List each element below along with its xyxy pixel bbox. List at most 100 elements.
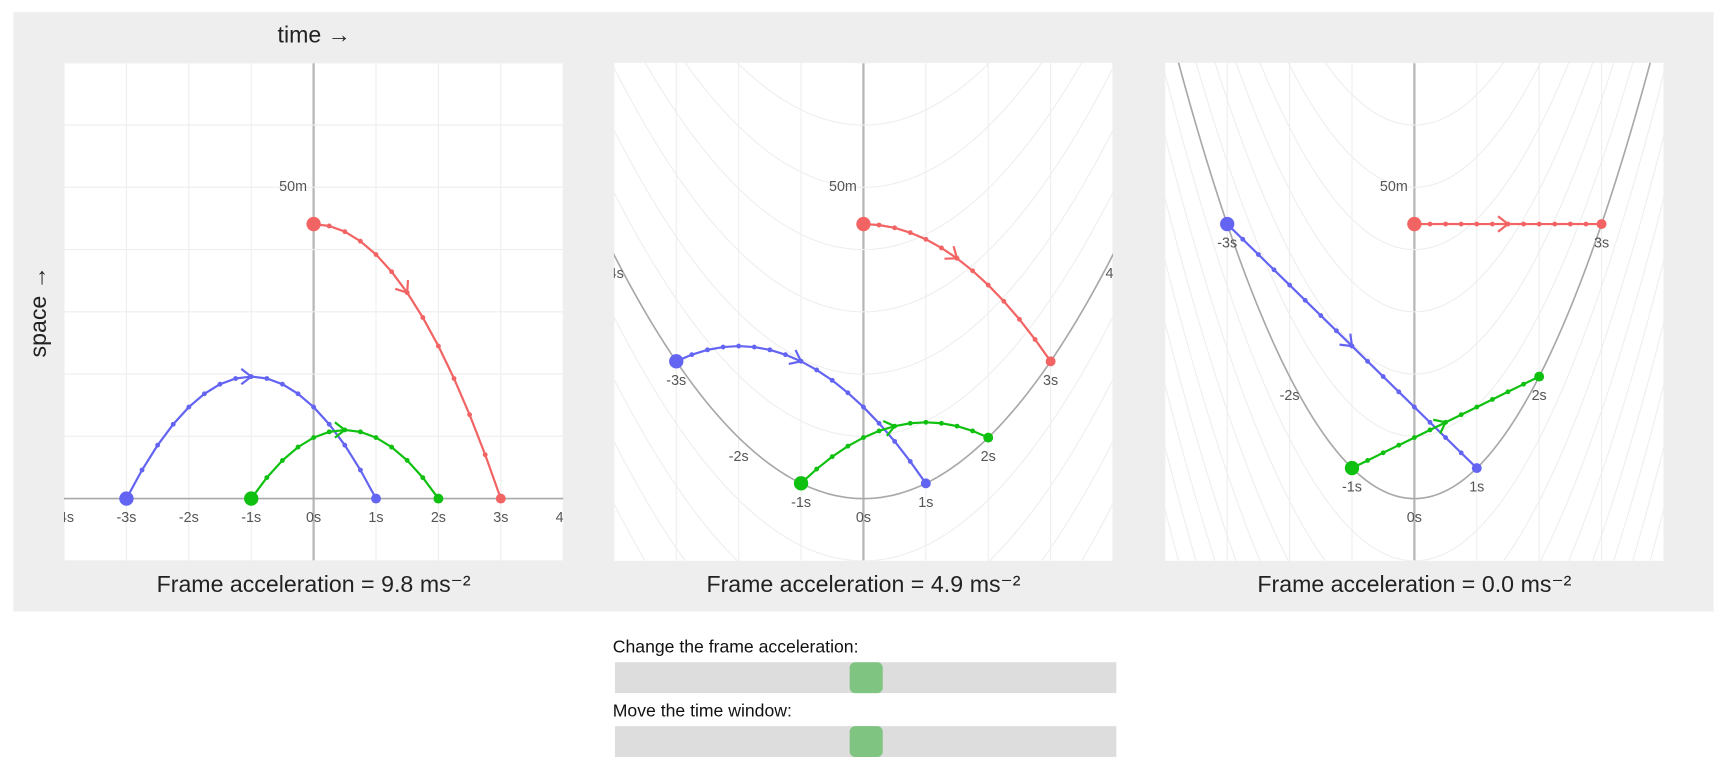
sample-point bbox=[845, 390, 851, 396]
caption-text: Frame acceleration = bbox=[706, 571, 924, 597]
sample-point bbox=[751, 344, 757, 350]
grid-line bbox=[1287, 62, 1542, 188]
sample-point bbox=[798, 358, 804, 364]
grid-line bbox=[736, 62, 991, 126]
end-point bbox=[371, 493, 381, 504]
slider-thumb[interactable] bbox=[849, 726, 883, 757]
sample-point bbox=[939, 420, 944, 426]
start-point bbox=[244, 491, 259, 506]
x-tick-label: -3s bbox=[666, 373, 686, 389]
sample-point bbox=[1489, 221, 1495, 227]
caption-unit: ms⁻² bbox=[420, 571, 471, 597]
sample-point bbox=[1427, 427, 1433, 433]
sample-point bbox=[311, 435, 317, 441]
sample-point bbox=[1333, 328, 1339, 334]
sample-point bbox=[861, 404, 866, 410]
grid-line bbox=[1164, 257, 1664, 561]
start-point bbox=[1344, 460, 1360, 476]
sample-point bbox=[279, 458, 285, 463]
x-tick-label: 1s bbox=[1469, 480, 1484, 496]
sample-point bbox=[1474, 404, 1480, 410]
y-tick-label: 50m bbox=[279, 179, 307, 195]
x-tick-label: -2s bbox=[179, 510, 199, 526]
sample-point bbox=[435, 343, 441, 349]
grid-line bbox=[1164, 132, 1664, 561]
slider-thumb[interactable] bbox=[849, 662, 883, 694]
sample-point bbox=[845, 443, 851, 449]
sample-point bbox=[985, 282, 991, 288]
sample-point bbox=[736, 343, 742, 349]
sample-point bbox=[482, 452, 488, 458]
sample-point bbox=[892, 225, 898, 231]
sample-point bbox=[155, 442, 161, 448]
sample-point bbox=[907, 230, 913, 236]
sample-point bbox=[876, 222, 882, 228]
sample-point bbox=[1505, 389, 1511, 395]
sample-point bbox=[923, 419, 929, 425]
sample-point bbox=[1458, 412, 1464, 418]
sample-point bbox=[404, 290, 410, 296]
sample-point bbox=[1552, 221, 1558, 227]
sample-point bbox=[233, 376, 239, 381]
sample-point bbox=[170, 421, 176, 427]
sample-point bbox=[1443, 435, 1449, 440]
x-tick-label: -1s bbox=[791, 495, 811, 511]
sample-point bbox=[939, 245, 944, 251]
sample-point bbox=[420, 475, 426, 481]
sample-point bbox=[783, 352, 788, 358]
x-tick-label: 1s bbox=[368, 510, 383, 526]
sample-point bbox=[357, 467, 363, 473]
sample-point bbox=[1458, 221, 1464, 227]
end-point bbox=[1471, 463, 1482, 474]
sample-point bbox=[1443, 221, 1449, 227]
sample-point bbox=[1505, 221, 1511, 227]
sample-point bbox=[202, 391, 207, 397]
sample-point bbox=[264, 376, 270, 381]
x-tick-label: -4s bbox=[54, 510, 74, 526]
sample-point bbox=[1318, 313, 1324, 318]
sample-point bbox=[876, 428, 882, 434]
sample-point bbox=[389, 269, 395, 275]
sample-point bbox=[954, 423, 960, 429]
x-tick-label: -1s bbox=[1342, 480, 1362, 496]
sample-point bbox=[342, 427, 348, 433]
sample-point bbox=[705, 347, 710, 353]
time-axis-label: time → bbox=[278, 21, 351, 47]
sample-point bbox=[954, 255, 960, 261]
sample-point bbox=[264, 475, 270, 481]
x-tick-label: 3s bbox=[1594, 236, 1609, 252]
space-axis-label: space → bbox=[25, 266, 51, 357]
sample-point bbox=[139, 467, 145, 473]
sample-point bbox=[1302, 297, 1308, 303]
sample-point bbox=[326, 421, 332, 427]
start-point bbox=[119, 491, 134, 506]
sample-point bbox=[1287, 282, 1293, 288]
caption-text: Frame acceleration = bbox=[1257, 571, 1475, 597]
sample-point bbox=[1255, 252, 1261, 257]
end-point bbox=[1045, 356, 1056, 367]
end-point bbox=[495, 493, 506, 504]
x-tick-label: -1s bbox=[241, 510, 261, 526]
sample-point bbox=[907, 459, 913, 464]
grid-line bbox=[1235, 62, 1594, 313]
sample-point bbox=[357, 429, 363, 435]
sample-point bbox=[892, 438, 898, 444]
x-tick-label: 4s bbox=[556, 510, 571, 526]
sample-point bbox=[420, 315, 426, 320]
x-tick-label: -3s bbox=[116, 510, 136, 526]
grid-line bbox=[613, 128, 1114, 375]
sample-point bbox=[373, 435, 379, 441]
sample-point bbox=[970, 268, 976, 274]
sample-point bbox=[814, 466, 820, 472]
sample-point bbox=[923, 236, 929, 242]
end-point bbox=[1534, 371, 1545, 382]
grid-line bbox=[1164, 70, 1664, 561]
sample-point bbox=[1017, 316, 1022, 322]
caption-value: 0.0 bbox=[1482, 571, 1514, 597]
x-tick-label: 0s bbox=[856, 510, 871, 526]
sample-point bbox=[279, 381, 285, 387]
sample-point bbox=[861, 435, 866, 441]
